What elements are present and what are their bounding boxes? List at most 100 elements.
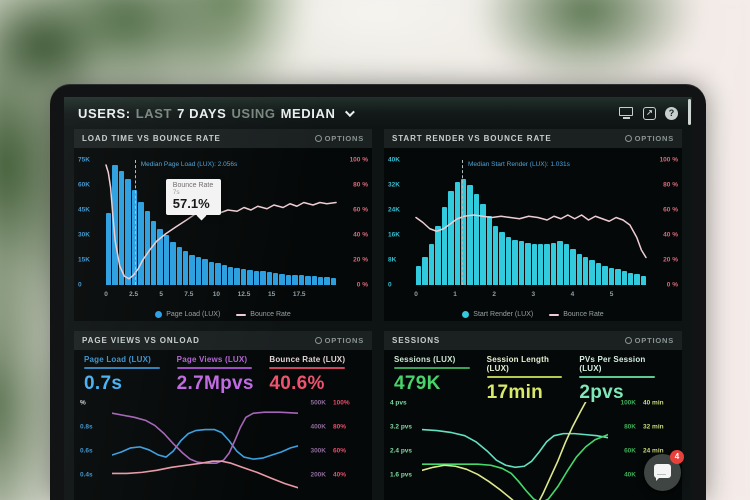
histogram-bar [499,231,505,285]
axis-tick-label: 40K [388,156,400,164]
histogram-bar [330,277,337,285]
histogram-bar [557,241,563,285]
histogram-bar [279,273,285,285]
axis-tick-label: 60 % [353,206,368,214]
histogram-chart: 75K 60K 45K 30K 15K 0 Median Page Load (LUX):… [74,148,372,321]
histogram-bar [563,244,570,285]
axis-tick-label: 20 % [353,256,368,264]
axis-tick-label: 24 min [643,447,664,455]
chat-launcher-button[interactable]: 4 [644,450,684,491]
legend-item[interactable]: Page Load (LUX) [155,311,220,318]
dashboard-header: USERS: LAST 7 DAYS USING MEDIAN ↗ ? [64,97,692,129]
panel-sessions: SESSIONS OPTIONS Sessions (LUX) 479K Sessi… [384,331,682,500]
chart-area[interactable]: % 0.8s 0.6s 0.4s 500K 100% 400K 80% 300K 60% 200K… [74,400,372,500]
axis-tick-label: 5 [159,291,163,298]
gear-icon [624,135,632,142]
legend-label: Page Load (LUX) [166,311,221,318]
axis-tick-row: 200K 40% [300,471,370,478]
histogram-bar [311,276,317,285]
axis-tick-label: 5 [609,291,614,298]
share-icon[interactable]: ↗ [643,106,656,120]
axis-tick-label: 100 % [349,156,368,164]
scrollbar[interactable] [688,99,691,125]
histogram-bar [441,206,448,285]
histogram-bar [448,191,454,285]
y-axis-right: 500K 100% 400K 80% 300K 60% 200K 40% [300,400,370,500]
metric-value: 17min [486,382,544,403]
axis-tick-label: 1.6 pvs [390,471,413,479]
options-button[interactable]: OPTIONS [314,336,364,345]
histogram-bar [525,242,531,285]
axis-tick-label: 10 [212,291,221,298]
histogram-bar [317,277,324,285]
histogram-bar [228,266,234,285]
axis-tick-label: 3 [531,291,536,298]
axis-tick-row: 40K [610,471,680,478]
metric-label: Sessions (LUX) [394,355,456,364]
panel-title: LOAD TIME VS BOUNCE RATE [82,134,221,143]
axis-tick-label: 40 min [643,399,664,407]
legend-item[interactable]: Bounce Rate [549,311,604,318]
axis-tick-label: 0 % [666,281,678,289]
y-axis-right: 100 % 80 % 60 % 40 % 20 % 0 % [650,156,678,289]
panel-header: SESSIONS OPTIONS [384,331,682,350]
axis-tick-label: 0.8s [80,423,93,431]
page-views-line [112,412,298,463]
histogram-bar [467,185,473,285]
options-button[interactable]: OPTIONS [624,134,674,143]
axis-tick-label: 40 % [353,231,368,239]
histogram-bar [215,263,221,285]
axis-tick-label: 8K [388,256,397,264]
metric: Bounce Rate (LUX) 40.6% [269,355,362,395]
axis-tick-label: 80% [333,423,347,431]
axis-tick-label: 0 [414,291,418,298]
users-filter-dropdown[interactable]: USERS: LAST 7 DAYS USING MEDIAN [78,105,355,121]
histogram-bar [272,272,279,285]
axis-tick-label: 40K [624,471,636,479]
histogram-bar [253,270,260,285]
axis-tick-label: 80 % [353,181,368,189]
histogram-bar [305,276,311,285]
axis-tick-label: 0 [388,281,392,289]
histogram-bar [292,275,298,285]
chart-legend: Page Load (LUX) Bounce Rate [74,311,372,318]
histogram-bar [138,201,144,285]
axis-tick-label: 100 % [659,156,678,164]
median-annotation: Median Start Render (LUX): 1.031s [468,161,570,168]
legend-item[interactable]: Start Render (LUX) [462,311,533,318]
title-range-dim: LAST [135,105,173,121]
chart-area[interactable]: 4 pvs 3.2 pvs 2.4 pvs 1.6 pvs 100K 40 min 80K… [384,400,682,500]
chart-plot-area[interactable]: Median Start Render (LUX): 1.031s [416,160,646,285]
axis-tick-label: 0 [78,281,82,289]
metric-value: 2pvs [579,382,624,403]
metric-label: Page Load (LUX) [84,355,152,364]
axis-tick-label: 24K [388,206,400,214]
metric-label: PVs Per Session (LUX) [579,355,646,373]
histogram-bar [480,203,486,285]
histogram-bar [163,235,170,285]
display-icon[interactable] [619,106,634,120]
options-button[interactable]: OPTIONS [314,134,364,143]
options-button[interactable]: OPTIONS [624,336,674,345]
axis-tick-label: 100% [333,399,350,407]
metrics-row: Sessions (LUX) 479K Session Length (LUX) 17… [384,350,682,404]
axis-tick-label: 200K [310,471,326,479]
axis-tick-label: 1 [453,291,457,298]
gear-icon [314,337,322,344]
histogram-bar [208,261,215,285]
display-icon-screen [619,106,633,116]
laptop-bezel: USERS: LAST 7 DAYS USING MEDIAN ↗ ? [50,84,706,500]
histogram-bar [422,256,428,285]
legend-item[interactable]: Bounce Rate [236,311,291,318]
histogram-bar [576,253,582,285]
legend-label: Start Render (LUX) [473,311,534,318]
histogram-bar [324,277,330,285]
axis-tick-label: 17.5 [292,291,306,298]
metric-underline [176,367,253,369]
axis-tick-label: 7.5 [184,291,194,298]
histogram-bar [493,225,499,285]
help-icon[interactable]: ? [665,106,678,120]
chart-plot-area[interactable]: Median Page Load (LUX): 2.056s Bounce Ra… [106,160,336,285]
metric-value: 0.7s [84,373,123,394]
